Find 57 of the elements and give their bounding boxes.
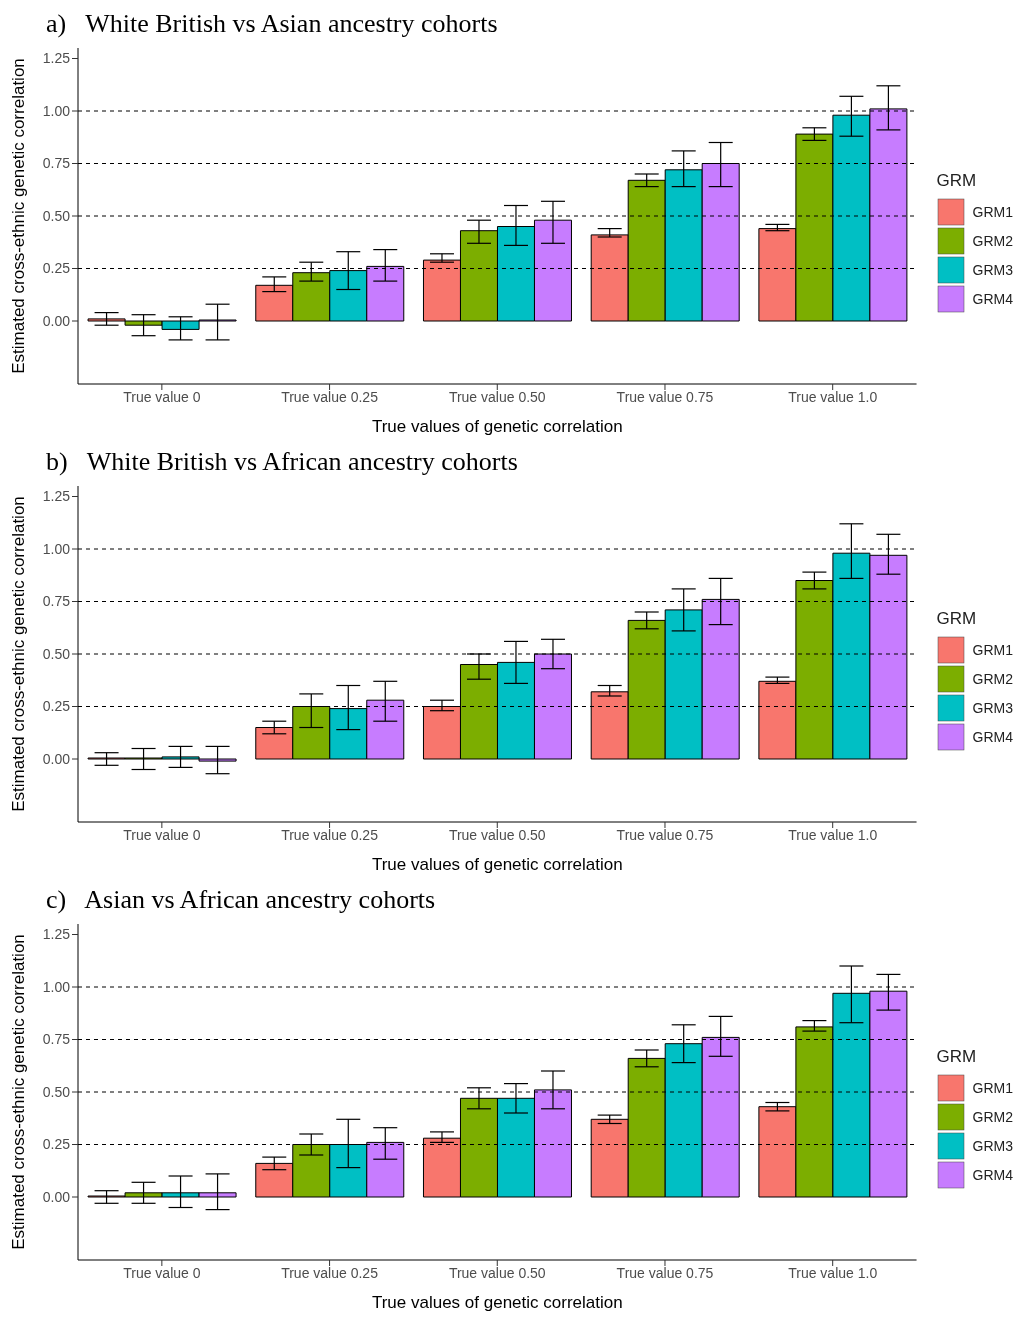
x-tick-label: True value 0 [123, 388, 201, 405]
legend-label: GRM2 [972, 1108, 1013, 1125]
legend-label: GRM4 [972, 290, 1013, 307]
x-tick-label: True value 0 [123, 826, 201, 843]
y-tick-label: 0.75 [42, 593, 71, 610]
legend-label: GRM3 [972, 261, 1013, 278]
y-tick-label: 1.00 [42, 102, 71, 119]
y-tick-label: 0.25 [42, 260, 71, 277]
y-tick-label: 0.25 [42, 1136, 71, 1153]
y-tick-label: 1.00 [42, 978, 71, 995]
legend-title: GRM [936, 171, 978, 191]
x-tick-label: True value 1.0 [788, 1264, 878, 1281]
legend-label: GRM3 [972, 699, 1013, 716]
y-tick-label: 1.25 [42, 488, 71, 505]
x-tick-label: True value 0.50 [448, 1264, 546, 1281]
y-tick-label: 1.00 [42, 540, 71, 557]
x-axis-title: True values of genetic correlation [371, 417, 623, 436]
legend-label: GRM2 [972, 670, 1013, 687]
legend-label: GRM1 [972, 203, 1013, 220]
y-tick-label: 0.00 [42, 1188, 71, 1205]
legend-label: GRM4 [972, 728, 1013, 745]
y-axis-title: Estimated cross-ethnic genetic correlation [9, 934, 29, 1250]
y-axis-title: Estimated cross-ethnic genetic correlation [9, 496, 29, 812]
legend-label: GRM2 [972, 232, 1013, 249]
x-tick-label: True value 0 [123, 1264, 201, 1281]
y-tick-label: 0.25 [42, 698, 71, 715]
y-tick-label: 0.75 [42, 1031, 71, 1048]
chart-title: c) Asian vs African ancestry cohorts [45, 884, 437, 916]
x-tick-label: True value 0.25 [281, 826, 379, 843]
legend-label: GRM4 [972, 1166, 1013, 1183]
y-tick-label: 0.75 [42, 155, 71, 172]
y-tick-label: 0.50 [42, 207, 71, 224]
x-tick-label: True value 1.0 [788, 826, 878, 843]
x-tick-label: True value 0.50 [448, 826, 546, 843]
x-tick-label: True value 0.25 [281, 388, 379, 405]
legend-label: GRM1 [972, 1079, 1013, 1096]
y-tick-label: 0.50 [42, 1083, 71, 1100]
y-tick-label: 0.00 [42, 750, 71, 767]
x-axis-title: True values of genetic correlation [371, 855, 623, 874]
x-tick-label: True value 1.0 [788, 388, 878, 405]
x-tick-label: True value 0.75 [616, 1264, 714, 1281]
y-tick-label: 1.25 [42, 50, 71, 67]
y-tick-label: 0.50 [42, 645, 71, 662]
legend-title: GRM [936, 609, 978, 629]
y-tick-label: 0.00 [42, 312, 71, 329]
y-axis-title: Estimated cross-ethnic genetic correlation [9, 58, 29, 374]
x-tick-label: True value 0.50 [448, 388, 546, 405]
legend-label: GRM1 [972, 641, 1013, 658]
y-tick-label: 1.25 [42, 926, 71, 943]
legend-label: GRM3 [972, 1137, 1013, 1154]
x-tick-label: True value 0.75 [616, 826, 714, 843]
x-tick-label: True value 0.75 [616, 388, 714, 405]
x-tick-label: True value 0.25 [281, 1264, 379, 1281]
chart-title: b) White British vs African ancestry cohorts [45, 446, 519, 478]
x-axis-title: True values of genetic correlation [371, 1293, 623, 1312]
legend-title: GRM [936, 1047, 978, 1067]
chart-title: a) White British vs Asian ancestry cohorts [45, 8, 499, 40]
